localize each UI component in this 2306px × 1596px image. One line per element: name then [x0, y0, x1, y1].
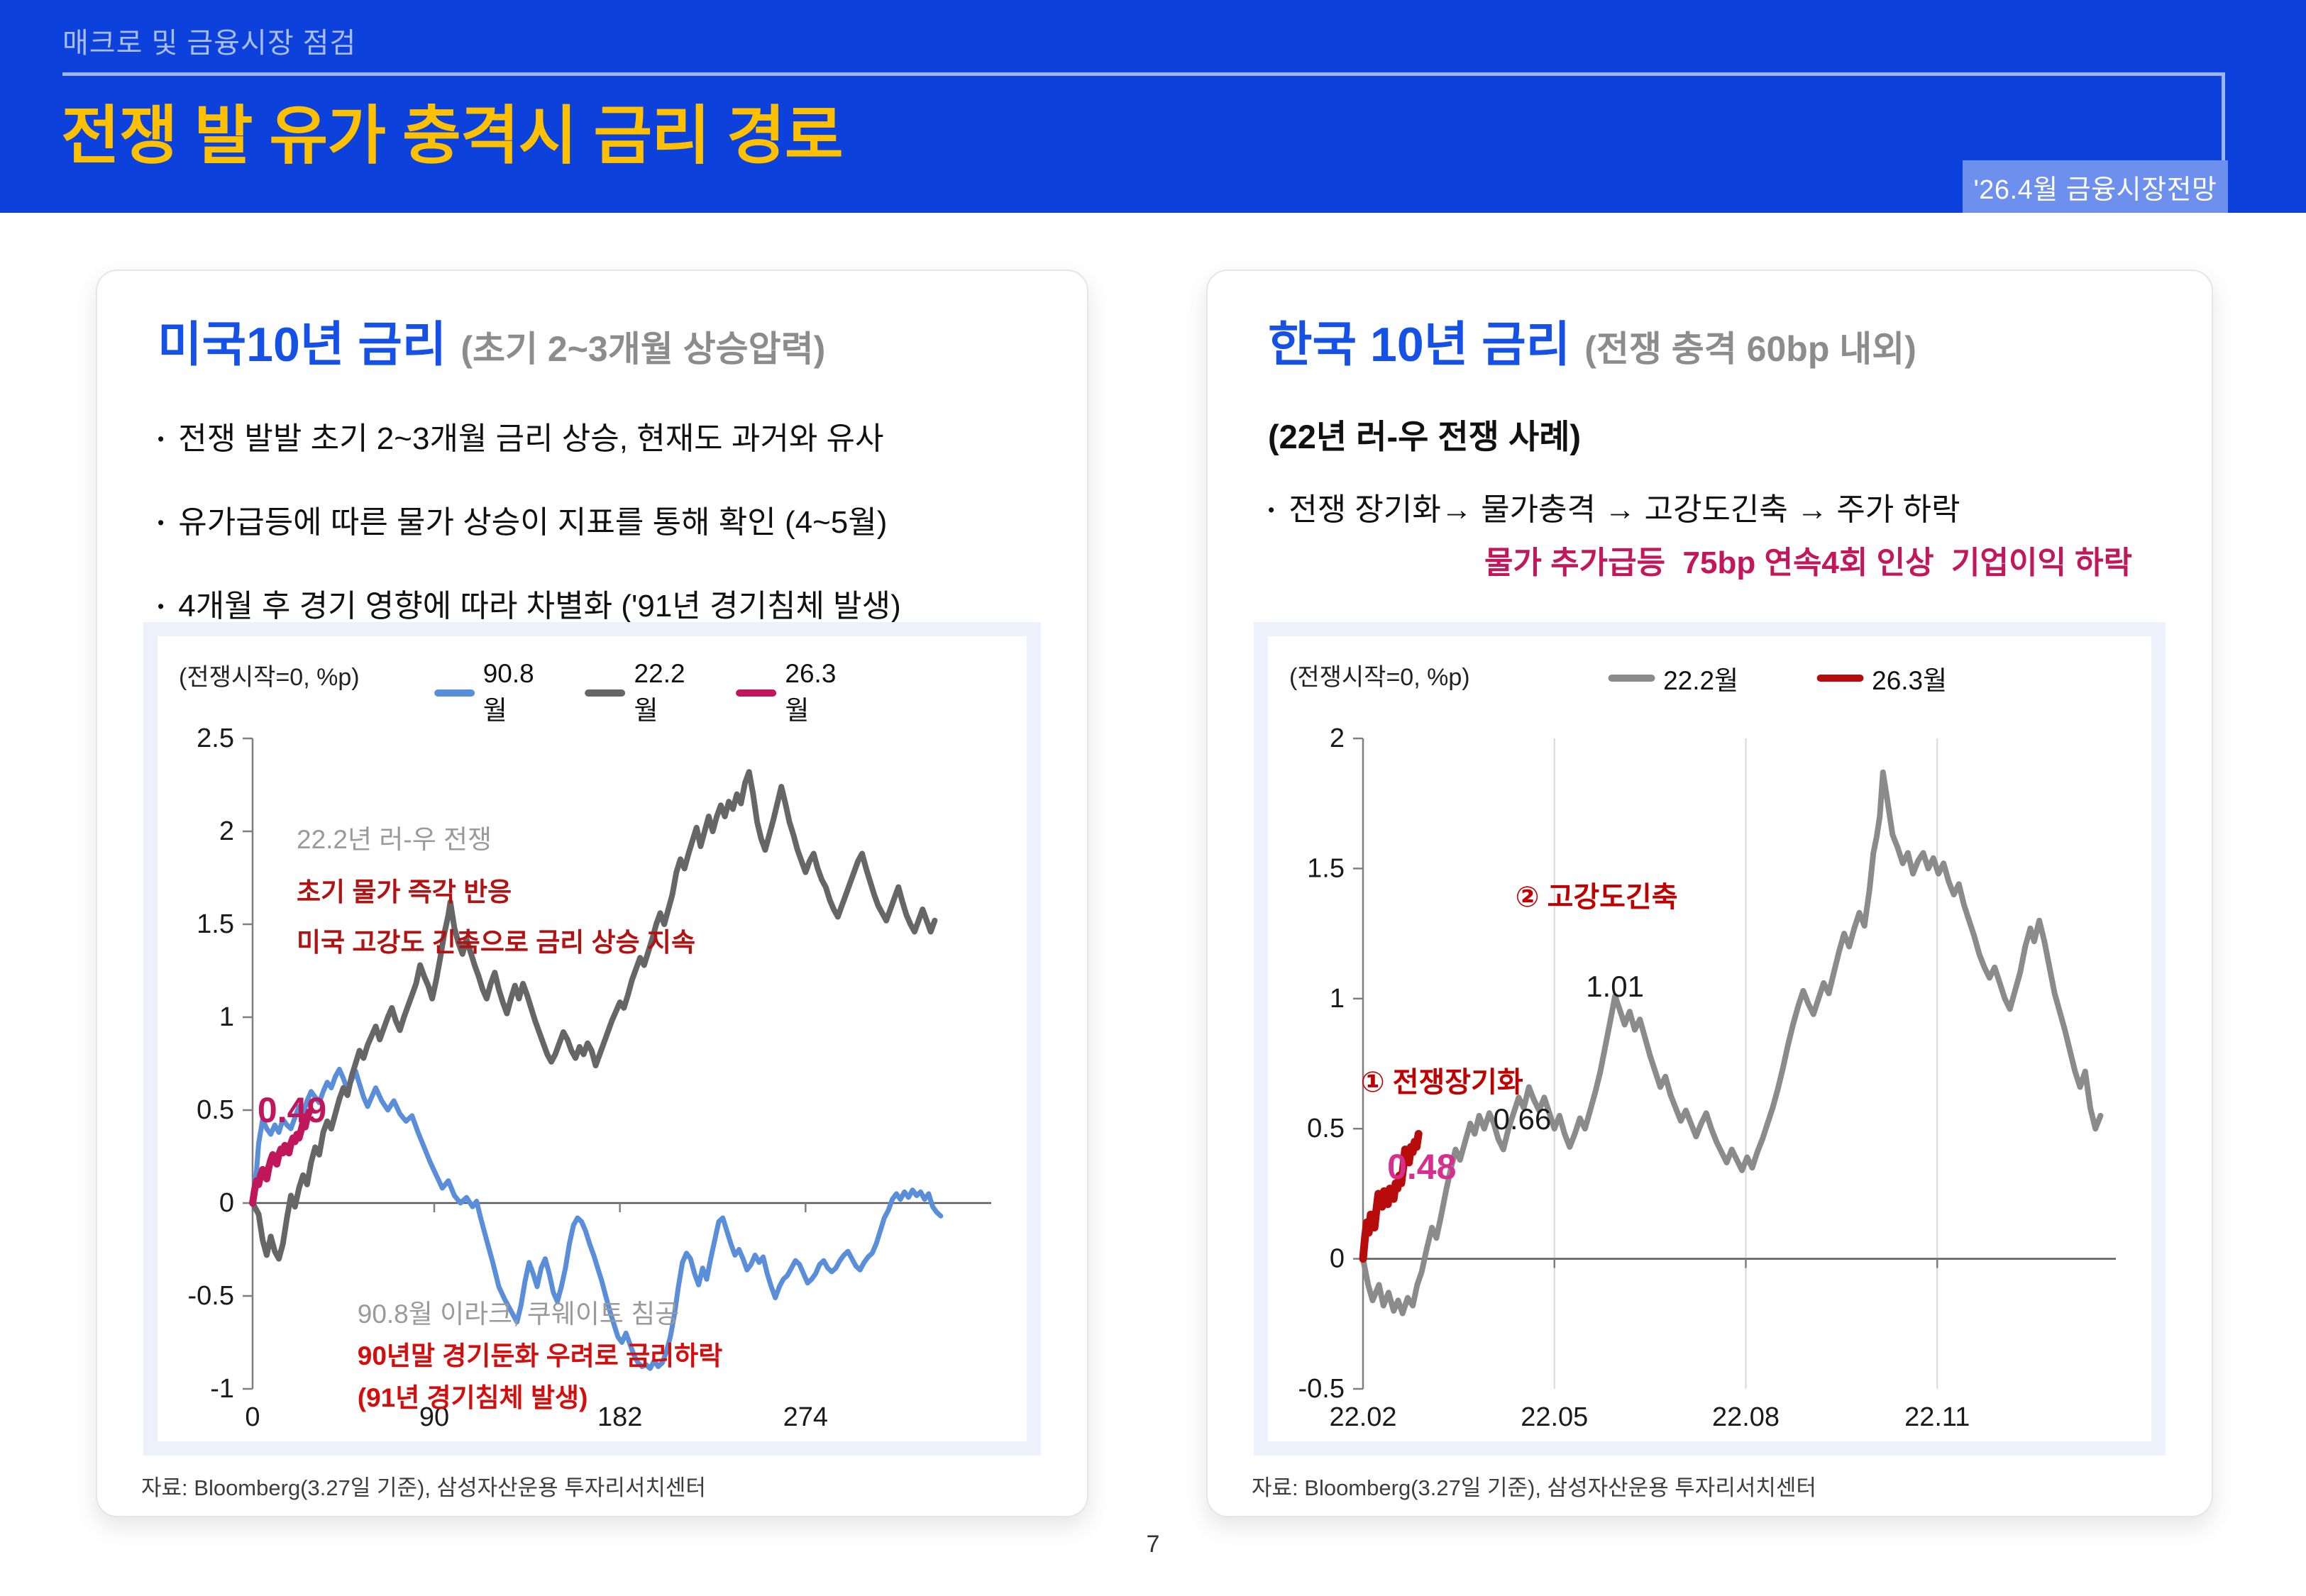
svg-text:1: 1	[1330, 984, 1345, 1014]
annotation-fed-tightening: 미국 고강도 긴축으로 금리 상승 지속	[297, 928, 695, 957]
svg-text:-1: -1	[210, 1374, 234, 1404]
annotation-early-inflation: 초기 물가 즉각 반응	[297, 877, 512, 907]
svg-text:0: 0	[1330, 1244, 1345, 1274]
svg-text:-0.5: -0.5	[188, 1281, 234, 1311]
legend-label: 22.2월	[634, 659, 685, 725]
bullet-item: 4개월 후 경기 영향에 따라 차별화 ('91년 경기침체 발생)	[158, 580, 1059, 626]
chart-legend: 22.2월 26.3월	[1608, 659, 1947, 697]
annotation-recession-1991: (91년 경기침체 발생)	[357, 1383, 588, 1413]
page-number: 7	[1146, 1531, 1160, 1558]
svg-text:0: 0	[245, 1402, 260, 1432]
legend-label: 26.3월	[785, 659, 837, 725]
chart-us-10y: (전쟁시작=0, %p) 90.8월 22.2월 26.3월	[158, 636, 1027, 1441]
svg-text:2: 2	[219, 816, 234, 846]
chart-panel-kr: (전쟁시작=0, %p) 22.2월 26.3월 2 1.5 1 0.5 0 -0.5 22…	[1254, 622, 2166, 1456]
edition-badge: '26.4월 금융시장전망	[1963, 160, 2228, 213]
svg-text:0.5: 0.5	[1307, 1114, 1345, 1143]
panel-title-kr: 한국 10년 금리 (전쟁 충격 60bp 내외)	[1268, 305, 1916, 375]
svg-text:1.5: 1.5	[1307, 853, 1345, 883]
bullet-item: 전쟁 장기화→ 물가충격 → 고강도긴축 → 주가 하락	[1268, 484, 1960, 529]
bullet-item: 전쟁 발발 초기 2~3개월 금리 상승, 현재도 과거와 유사	[158, 413, 1059, 458]
svg-text:274: 274	[783, 1402, 828, 1432]
legend-label: 22.2월	[1663, 666, 1739, 695]
panel-title-main: 한국 10년 금리	[1268, 318, 1571, 372]
panel-title-suffix: (전쟁 충격 60bp 내외)	[1584, 329, 1916, 369]
legend-item: 26.3월	[736, 659, 850, 727]
legend-swatch	[736, 689, 777, 697]
legend-label: 26.3월	[1872, 666, 1948, 695]
line-chart-kr: 2 1.5 1 0.5 0 -0.522.02 22.05 22.08 22.11	[1298, 724, 2116, 1432]
annotation-step1-prolonged-war: ① 전쟁장기화	[1360, 1067, 1523, 1099]
legend-item: 26.3월	[1816, 659, 1947, 697]
legend-swatch	[434, 689, 475, 697]
svg-text:0: 0	[219, 1188, 234, 1218]
legend-item: 90.8월	[434, 659, 548, 727]
svg-text:-0.5: -0.5	[1298, 1374, 1345, 1404]
header-rule	[62, 72, 2225, 76]
panel-title-suffix: (초기 2~3개월 상승압력)	[460, 329, 826, 369]
header-rule-drop	[2222, 72, 2225, 163]
legend-item: 22.2월	[1608, 659, 1738, 697]
panel-us-10y: 미국10년 금리 (초기 2~3개월 상승압력) 전쟁 발발 초기 2~3개월 금…	[96, 270, 1088, 1517]
svg-text:1: 1	[219, 1002, 234, 1032]
panel-kr-10y: 한국 10년 금리 (전쟁 충격 60bp 내외) (22년 러-우 전쟁 사례)…	[1206, 270, 2213, 1517]
chart-legend: 90.8월 22.2월 26.3월	[434, 659, 851, 727]
value-label-0-48: 0.48	[1387, 1146, 1457, 1187]
annotation-war-2022: 22.2년 러-우 전쟁	[297, 824, 492, 854]
chart-header: (전쟁시작=0, %p) 22.2월 26.3월	[1286, 650, 2133, 697]
chart-header: (전쟁시작=0, %p) 90.8월 22.2월 26.3월	[176, 650, 1008, 725]
svg-text:22.02: 22.02	[1329, 1402, 1396, 1432]
header-band: 매크로 및 금융시장 점검 전쟁 발 유가 충격시 금리 경로 '26.4월 금…	[0, 0, 2306, 213]
legend-swatch	[1608, 675, 1655, 682]
line-chart-us: 2.5 2 1.5 1 0.5 0 -0.5 -1 0 90 182 274	[188, 724, 991, 1432]
chart-panel-us: (전쟁시작=0, %p) 90.8월 22.2월 26.3월	[143, 622, 1041, 1456]
bullet-item: 유가급등에 따른 물가 상승이 지표를 통해 확인 (4~5월)	[158, 497, 1059, 542]
legend-swatch	[585, 689, 626, 697]
value-label-0-66: 0.66	[1493, 1102, 1552, 1136]
source-note-kr: 자료: Bloomberg(3.27일 기준), 삼성자산운용 투자리서치센터	[1252, 1475, 1816, 1500]
value-label-1-01: 1.01	[1586, 970, 1644, 1004]
breadcrumb: 매크로 및 금융시장 점검	[62, 28, 357, 59]
svg-text:1.5: 1.5	[197, 909, 234, 939]
chart-kr-10y: (전쟁시작=0, %p) 22.2월 26.3월 2 1.5 1 0.5 0 -0.5 22…	[1268, 636, 2151, 1441]
axis-unit-label: (전쟁시작=0, %p)	[1289, 664, 1470, 691]
svg-text:2: 2	[1330, 724, 1345, 753]
axis-unit-label: (전쟁시작=0, %p)	[179, 664, 360, 691]
annotation-rate-fall-1990: 90년말 경기둔화 우려로 금리하락	[357, 1341, 723, 1371]
note-pink: 물가 추가급등 75bp 연속4회 인상 기업이익 하락	[1484, 545, 2133, 580]
svg-text:22.11: 22.11	[1904, 1402, 1970, 1432]
annotation-step2-tightening: ② 고강도긴축	[1515, 882, 1678, 914]
panel-title-main: 미국10년 금리	[158, 318, 447, 372]
svg-text:0.5: 0.5	[197, 1095, 234, 1125]
svg-text:90: 90	[419, 1402, 449, 1432]
annotation-iraq-invasion: 90.8월 이라크, 쿠웨이트 침공	[357, 1299, 680, 1329]
panel-bullets-us: 전쟁 발발 초기 2~3개월 금리 상승, 현재도 과거와 유사 유가급등에 따…	[158, 413, 1059, 664]
legend-item: 22.2월	[585, 659, 699, 727]
svg-text:22.05: 22.05	[1521, 1402, 1588, 1432]
svg-text:182: 182	[597, 1402, 642, 1432]
value-label-0-49: 0.49	[257, 1090, 327, 1131]
panel-title-us: 미국10년 금리 (초기 2~3개월 상승압력)	[158, 305, 825, 375]
legend-swatch	[1816, 675, 1864, 682]
panel-subtitle-kr: (22년 러-우 전쟁 사례)	[1268, 418, 1582, 455]
svg-text:22.08: 22.08	[1712, 1402, 1780, 1432]
source-note-us: 자료: Bloomberg(3.27일 기준), 삼성자산운용 투자리서치센터	[141, 1475, 706, 1500]
svg-text:2.5: 2.5	[197, 724, 234, 753]
legend-label: 90.8월	[482, 659, 534, 725]
page-title: 전쟁 발 유가 충격시 금리 경로	[61, 101, 844, 172]
